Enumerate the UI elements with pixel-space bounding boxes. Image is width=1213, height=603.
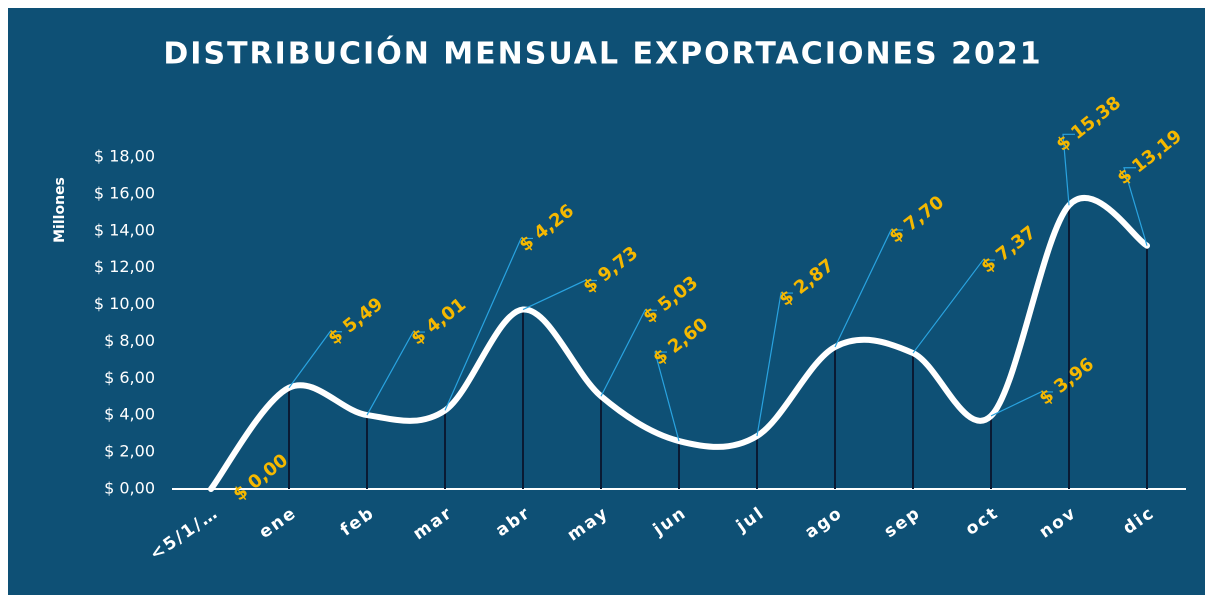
y-tick-label: $ 18,00 [94,147,155,166]
y-tick-label: $ 4,00 [104,405,155,424]
chart-title: DISTRIBUCIÓN MENSUAL EXPORTACIONES 2021 [163,35,1042,72]
line [208,195,1150,492]
leader-line [522,279,597,311]
y-tick-label: $ 8,00 [104,331,155,350]
background [8,8,1205,595]
leader-line [366,331,425,416]
leader-line [444,237,533,411]
leader-line [834,229,903,348]
y-tick-label: $ 16,00 [94,183,155,202]
leader-line [288,331,342,389]
y-tick-label: $ 12,00 [94,257,155,276]
leader-line [912,259,995,354]
leader-line [756,292,793,437]
leader-line [600,309,657,397]
y-axis-label: Millones [52,177,68,243]
leader-line [1062,133,1075,206]
y-tick-label: $ 6,00 [104,368,155,387]
leader-line [990,391,1053,417]
y-tick-label: $ 0,00 [104,479,155,498]
y-tick-label: $ 2,00 [104,442,155,461]
leader-line [654,351,680,442]
leader-line [1123,167,1148,246]
y-tick-label: $ 14,00 [94,220,155,239]
y-tick-label: $ 10,00 [94,294,155,313]
